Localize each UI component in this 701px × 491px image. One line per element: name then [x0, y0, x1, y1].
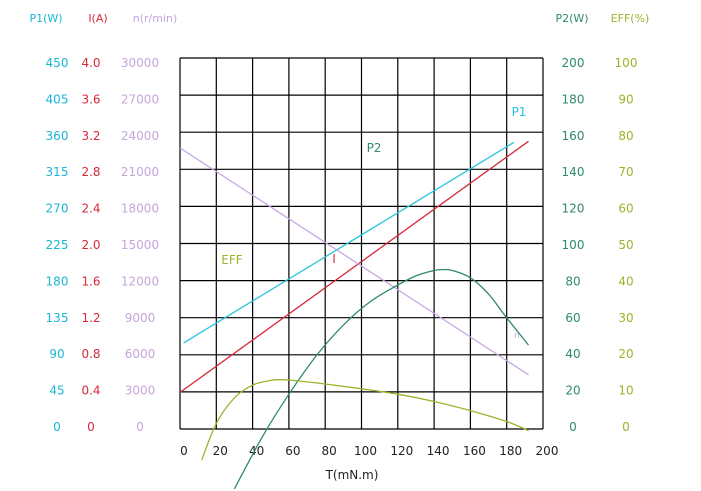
axis-header-p1: P1(W) [29, 12, 62, 25]
y-tick-label-eff: 80 [618, 129, 633, 143]
series-label-eff: EFF [221, 253, 242, 267]
y-tick-label-n: 6000 [125, 347, 156, 361]
y-tick-label-p1: 135 [46, 311, 69, 325]
series-line-n [179, 147, 529, 376]
series-label-n: n [514, 331, 520, 341]
y-tick-label-n: 18000 [121, 202, 159, 216]
axis-headers: P1(W) I(A) n(r/min) P2(W) EFF(%) [29, 12, 649, 25]
y-tick-label-n: 27000 [121, 92, 159, 106]
grid [179, 57, 544, 430]
y-tick-label-n: 15000 [121, 238, 159, 252]
y-tick-label-p2: 160 [562, 129, 585, 143]
series-labels: P1 P2 I EFF n [221, 105, 526, 341]
tick-labels: 0 20 40 60 80 100 120 140 160 180 2000459013518022… [46, 56, 638, 458]
x-tick-label: 140 [427, 444, 450, 458]
y-tick-label-eff: 40 [618, 274, 633, 288]
x-tick-label: 60 [285, 444, 300, 458]
y-tick-label-p2: 20 [565, 384, 580, 398]
y-tick-label-eff: 90 [618, 92, 633, 106]
y-tick-label-n: 9000 [125, 311, 156, 325]
y-tick-label-i: 0.4 [81, 384, 100, 398]
y-tick-label-i: 1.2 [81, 311, 100, 325]
y-tick-label-p1: 0 [53, 420, 61, 434]
y-tick-label-p1: 405 [46, 92, 69, 106]
y-tick-label-p1: 45 [49, 384, 64, 398]
y-tick-label-p2: 80 [565, 274, 580, 288]
x-tick-label: 80 [322, 444, 337, 458]
y-tick-label-p2: 100 [562, 238, 585, 252]
y-tick-label-eff: 30 [618, 311, 633, 325]
y-tick-label-eff: 10 [618, 384, 633, 398]
series-line-p2 [233, 268, 530, 490]
y-tick-label-p1: 450 [46, 56, 69, 70]
y-tick-label-n: 12000 [121, 274, 159, 288]
y-tick-label-p1: 225 [46, 238, 69, 252]
y-tick-label-p2: 40 [565, 347, 580, 361]
y-tick-label-p1: 315 [46, 165, 69, 179]
y-tick-label-p2: 140 [562, 165, 585, 179]
x-tick-label: 200 [536, 444, 559, 458]
y-tick-label-eff: 0 [622, 420, 630, 434]
series-label-p1: P1 [512, 105, 527, 119]
series-line-i [179, 140, 529, 393]
y-tick-label-i: 1.6 [81, 274, 100, 288]
y-tick-label-n: 3000 [125, 384, 156, 398]
x-tick-label: 100 [354, 444, 377, 458]
y-tick-label-eff: 20 [618, 347, 633, 361]
y-tick-label-n: 24000 [121, 129, 159, 143]
y-tick-label-i: 2.4 [81, 202, 100, 216]
y-tick-label-p2: 120 [562, 202, 585, 216]
y-tick-label-i: 2.0 [81, 238, 100, 252]
x-tick-label: 20 [213, 444, 228, 458]
y-tick-label-i: 2.8 [81, 165, 100, 179]
x-tick-label: 0 [180, 444, 188, 458]
y-tick-label-i: 0 [87, 420, 95, 434]
y-tick-label-i: 3.2 [81, 129, 100, 143]
y-tick-label-p2: 180 [562, 92, 585, 106]
axis-header-eff: EFF(%) [611, 12, 650, 25]
axis-header-p2: P2(W) [555, 12, 588, 25]
series-lines [179, 140, 530, 490]
series-label-p2: P2 [367, 141, 382, 155]
y-tick-label-n: 0 [136, 420, 144, 434]
y-tick-label-n: 21000 [121, 165, 159, 179]
series-line-eff [201, 379, 529, 461]
x-tick-label: 160 [463, 444, 486, 458]
y-tick-label-n: 30000 [121, 56, 159, 70]
series-label-i: I [332, 252, 336, 266]
y-tick-label-i: 0.8 [81, 347, 100, 361]
y-tick-label-eff: 50 [618, 238, 633, 252]
y-tick-label-eff: 60 [618, 202, 633, 216]
y-tick-label-p1: 90 [49, 347, 64, 361]
y-tick-label-p1: 360 [46, 129, 69, 143]
axis-header-i: I(A) [88, 12, 107, 25]
series-line-p1 [183, 141, 515, 344]
y-tick-label-p2: 200 [562, 56, 585, 70]
y-tick-label-p2: 0 [569, 420, 577, 434]
y-tick-label-i: 3.6 [81, 92, 100, 106]
axis-header-n: n(r/min) [133, 12, 178, 25]
y-tick-label-p1: 270 [46, 202, 69, 216]
y-tick-label-p1: 180 [46, 274, 69, 288]
x-tick-label: 120 [390, 444, 413, 458]
x-axis-label: T(mN.m) [325, 468, 379, 482]
y-tick-label-eff: 100 [615, 56, 638, 70]
y-tick-label-i: 4.0 [81, 56, 100, 70]
y-tick-label-eff: 70 [618, 165, 633, 179]
x-tick-label: 180 [499, 444, 522, 458]
y-tick-label-p2: 60 [565, 311, 580, 325]
